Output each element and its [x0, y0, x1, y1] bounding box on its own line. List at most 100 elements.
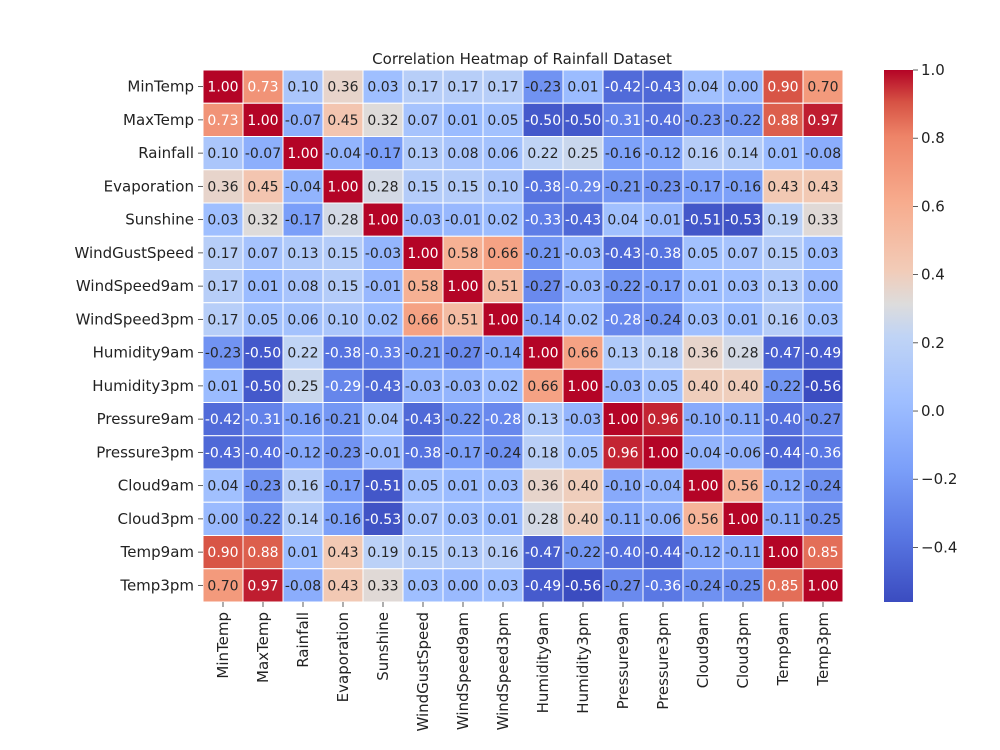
cell-value-label: 1.00: [807, 578, 838, 594]
heatmap-cell-Humidity3pm-Sunshine: [362, 368, 404, 403]
cell-value-label: -0.06: [645, 512, 681, 528]
cell-value-label: 0.70: [207, 578, 238, 594]
cell-value-label: 0.28: [527, 512, 558, 528]
heatmap-cell-Cloud9am-WindSpeed9am: [442, 468, 484, 503]
cell-value-label: -0.06: [725, 445, 761, 461]
heatmap-cell-WindSpeed9am-Humidity9am: [522, 269, 564, 304]
cell-value-label: 1.00: [247, 113, 278, 129]
cell-value-label: -0.33: [365, 346, 401, 362]
cell-value-label: -0.28: [605, 312, 641, 328]
cell-value-label: 0.13: [447, 545, 478, 561]
heatmap-cell-Cloud3pm-Temp3pm: [802, 501, 844, 536]
cell-value-label: -0.16: [725, 179, 761, 195]
cell-value-label: 0.73: [207, 113, 238, 129]
cell-value-label: 0.04: [607, 213, 638, 229]
heatmap-cell-MaxTemp-Evaporation: [322, 102, 364, 137]
cell-value-label: 0.02: [487, 379, 518, 395]
cell-value-label: -0.03: [405, 213, 441, 229]
cell-value-label: 0.25: [287, 379, 318, 395]
colorbar-tick-label: −0.2: [921, 470, 957, 488]
heatmap-cell-Humidity3pm-Pressure9am: [602, 368, 644, 403]
heatmap-cell-Sunshine-Rainfall: [282, 202, 324, 237]
x-tick-label-Temp3pm: Temp3pm: [814, 612, 832, 687]
cell-value-label: -0.40: [765, 412, 801, 428]
cell-value-label: -0.04: [645, 479, 681, 495]
y-tick-label-MaxTemp: MaxTemp: [123, 111, 194, 129]
cell-value-label: -0.11: [765, 512, 801, 528]
y-tick-label-Cloud3pm: Cloud3pm: [117, 510, 194, 528]
cell-value-label: 0.05: [647, 379, 678, 395]
cell-value-label: 0.17: [407, 80, 438, 96]
heatmap-cell-Evaporation-Rainfall: [282, 169, 324, 204]
cell-value-label: -0.50: [565, 113, 601, 129]
cell-value-label: 1.00: [527, 346, 558, 362]
cell-value-label: -0.44: [645, 545, 681, 561]
cell-value-label: -0.03: [565, 246, 601, 262]
cell-value-label: -0.10: [685, 412, 721, 428]
cell-value-label: -0.38: [405, 445, 441, 461]
heatmap-cell-Pressure3pm-MaxTemp: [242, 435, 284, 470]
cell-value-label: 0.58: [447, 246, 478, 262]
cell-value-label: -0.51: [685, 213, 721, 229]
colorbar-gradient: [884, 70, 913, 602]
cell-value-label: -0.07: [285, 113, 321, 129]
heatmap-cell-Evaporation-Cloud9am: [682, 169, 724, 204]
heatmap-cells: [202, 69, 844, 603]
cell-value-label: -0.31: [245, 412, 281, 428]
heatmap-cell-MinTemp-Temp3pm: [802, 69, 844, 104]
heatmap-cell-Humidity9am-Rainfall: [282, 335, 324, 370]
y-tick-label-Rainfall: Rainfall: [138, 144, 194, 162]
heatmap-cell-Sunshine-Temp3pm: [802, 202, 844, 237]
heatmap-cell-MinTemp-Humidity3pm: [562, 69, 604, 104]
cell-value-label: -0.50: [245, 346, 281, 362]
cell-value-label: 0.10: [287, 80, 318, 96]
heatmap-cell-Sunshine-WindSpeed3pm: [482, 202, 524, 237]
cell-value-label: -0.56: [805, 379, 841, 395]
heatmap-cell-Pressure3pm-Sunshine: [362, 435, 404, 470]
cell-value-label: 0.04: [367, 412, 398, 428]
cell-value-label: 0.17: [207, 279, 238, 295]
cell-value-label: -0.21: [405, 346, 441, 362]
cell-value-label: 0.03: [367, 80, 398, 96]
cell-value-label: -0.22: [565, 545, 601, 561]
heatmap-cell-Temp3pm-WindSpeed9am: [442, 568, 484, 603]
cell-value-label: -0.14: [485, 346, 521, 362]
heatmap-cell-WindSpeed9am-Cloud3pm: [722, 269, 764, 304]
cell-value-label: -0.17: [285, 213, 321, 229]
cell-value-label: 0.04: [687, 80, 718, 96]
cell-value-label: 0.05: [407, 479, 438, 495]
cell-value-label: 0.17: [447, 80, 478, 96]
cell-value-label: 0.13: [607, 346, 638, 362]
cell-value-label: -0.03: [445, 379, 481, 395]
y-tick-label-WindGustSpeed: WindGustSpeed: [74, 244, 194, 262]
cell-value-label: 1.00: [287, 146, 318, 162]
heatmap-cell-Cloud9am-Cloud3pm: [722, 468, 764, 503]
heatmap-cell-Pressure9am-Cloud9am: [682, 402, 724, 437]
cell-value-label: 0.51: [447, 312, 478, 328]
heatmap-cell-Pressure9am-MaxTemp: [242, 402, 284, 437]
cell-value-label: 0.28: [727, 346, 758, 362]
heatmap-cell-Temp3pm-Temp3pm: [802, 568, 844, 603]
cell-value-label: 0.85: [767, 578, 798, 594]
colorbar-tick-label: 0.2: [921, 334, 945, 352]
cell-value-label: -0.01: [365, 279, 401, 295]
heatmap-cell-Cloud9am-MinTemp: [202, 468, 244, 503]
cell-value-label: -0.27: [445, 346, 481, 362]
heatmap-cell-Rainfall-Cloud9am: [682, 136, 724, 171]
chart-title: Correlation Heatmap of Rainfall Dataset: [372, 50, 672, 68]
heatmap-cell-Humidity3pm-Evaporation: [322, 368, 364, 403]
cell-value-label: -0.24: [805, 479, 841, 495]
cell-value-label: -0.28: [485, 412, 521, 428]
heatmap-cell-Humidity3pm-Cloud9am: [682, 368, 724, 403]
heatmap-cell-Humidity3pm-Temp3pm: [802, 368, 844, 403]
cell-value-label: -0.53: [365, 512, 401, 528]
cell-value-label: 0.13: [407, 146, 438, 162]
heatmap-cell-WindSpeed3pm-WindSpeed9am: [442, 302, 484, 337]
cell-value-label: 0.06: [287, 312, 318, 328]
cell-value-label: 0.08: [287, 279, 318, 295]
heatmap-cell-Cloud9am-Evaporation: [322, 468, 364, 503]
cell-value-label: 0.07: [407, 113, 438, 129]
heatmap-cell-Humidity9am-WindGustSpeed: [402, 335, 444, 370]
heatmap-cell-Sunshine-Temp9am: [762, 202, 804, 237]
cell-value-label: 0.07: [247, 246, 278, 262]
